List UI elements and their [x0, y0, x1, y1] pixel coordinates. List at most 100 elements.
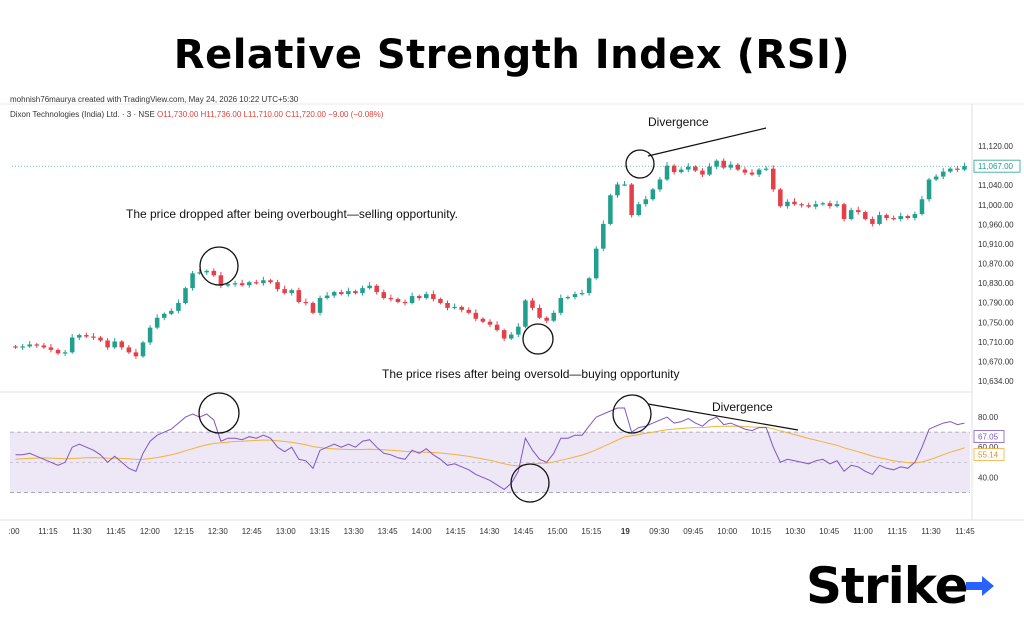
- time-axis-tick-label: 13:45: [378, 527, 399, 536]
- time-axis-tick-label: 11:45: [955, 527, 975, 536]
- time-axis-tick-label: 12:30: [208, 527, 229, 536]
- candle-body: [112, 341, 117, 348]
- candle-body: [41, 345, 47, 348]
- time-axis-tick-label: 11:15: [887, 527, 907, 536]
- ohlc-low: L11,710.00: [243, 110, 283, 119]
- last-price-label: 11,067.00: [978, 162, 1014, 171]
- candle-body: [154, 317, 160, 328]
- candle-body: [742, 169, 748, 173]
- rsi-ma-value-box: [973, 448, 1005, 461]
- candle-body: [622, 184, 627, 186]
- candle-body: [424, 294, 429, 299]
- rsi-divergence-annotation: Divergence: [712, 400, 773, 414]
- time-axis-tick-label: 12:45: [242, 527, 263, 536]
- candle-body: [98, 337, 103, 341]
- candle-body: [756, 169, 762, 175]
- time-axis-tick-label: 12:00: [140, 527, 161, 536]
- candle-body: [438, 299, 443, 303]
- candle-body: [551, 312, 556, 321]
- candle-body: [905, 216, 911, 219]
- candle-body: [884, 215, 889, 219]
- candle-body: [126, 347, 132, 353]
- candle-body: [693, 166, 698, 171]
- candle-body: [239, 283, 245, 286]
- candle-body: [877, 215, 882, 224]
- candle-body: [891, 218, 896, 220]
- candle-body: [282, 289, 287, 294]
- candle-body: [409, 296, 415, 303]
- candle-body: [169, 310, 174, 314]
- candle-body: [544, 317, 549, 321]
- candle-body: [62, 352, 68, 354]
- candle-body: [388, 298, 394, 300]
- candle-body: [48, 347, 54, 350]
- candle-body: [820, 203, 826, 205]
- candle-body: [728, 164, 734, 168]
- candle-body: [91, 336, 96, 338]
- rsi-axis-tick-label: 80.00: [978, 413, 999, 422]
- candle-body: [381, 292, 387, 299]
- time-axis-tick-label: 14:45: [513, 527, 534, 536]
- candle-body: [700, 170, 705, 175]
- price-axis-tick-label: 10,870.00: [978, 260, 1014, 269]
- price-axis-tick-label: 11,000.00: [978, 201, 1014, 210]
- candle-body: [863, 212, 868, 220]
- time-axis-tick-label: 10:30: [785, 527, 806, 536]
- strike-logo: Strike: [806, 561, 969, 611]
- candle-body: [452, 306, 457, 309]
- page-title: Relative Strength Index (RSI): [173, 32, 851, 78]
- candle-body: [962, 166, 967, 170]
- candle-body: [763, 168, 769, 170]
- candle-body: [813, 204, 819, 207]
- price-axis-tick-label: 10,750.00: [978, 318, 1014, 327]
- candle-body: [650, 189, 656, 200]
- ohlc-symbol: Dixon Technologies (India) Ltd. · 3 · NS…: [10, 110, 155, 119]
- candle-body: [593, 248, 599, 279]
- candle-body: [955, 168, 960, 170]
- candle-body: [204, 270, 210, 273]
- candle-body: [324, 295, 330, 299]
- candle-body: [806, 205, 811, 207]
- overbought-annotation: The price dropped after being overbought…: [126, 207, 458, 221]
- candle-body: [232, 283, 238, 285]
- time-axis-tick-label: 13:30: [344, 527, 365, 536]
- candle-body: [20, 346, 25, 348]
- overbought-price-circle: [199, 246, 239, 286]
- candle-body: [197, 272, 202, 274]
- time-axis-tick-label: 14:00: [412, 527, 433, 536]
- candle-body: [416, 296, 422, 299]
- candle-body: [69, 337, 75, 353]
- candle-body: [473, 312, 479, 319]
- candle-body: [303, 301, 309, 304]
- candle-body: [190, 273, 195, 289]
- price-divergence-line: [647, 127, 767, 157]
- time-axis-tick-label: 11:00: [853, 527, 873, 536]
- candle-body: [749, 172, 755, 175]
- candle-body: [799, 204, 804, 206]
- candle-body: [254, 282, 259, 284]
- price-axis-tick-label: 11,040.00: [978, 181, 1014, 190]
- candle-body: [615, 184, 620, 196]
- price-axis-tick-label: 10,830.00: [978, 279, 1014, 288]
- candle-body: [331, 292, 337, 296]
- candle-body: [402, 301, 408, 304]
- rsi-value-box: [973, 430, 1005, 443]
- price-axis-tick-label: 10,910.00: [978, 240, 1014, 249]
- candle-body: [367, 285, 372, 289]
- time-axis-tick-label: 13:00: [276, 527, 297, 536]
- candle-body: [827, 203, 833, 207]
- candle-body: [77, 335, 82, 338]
- candle-body: [926, 179, 932, 200]
- time-axis-tick-label: 11:30: [72, 527, 92, 536]
- candle-body: [537, 307, 542, 318]
- chart-meta-line: mohnish76maurya created with TradingView…: [10, 95, 299, 104]
- candle-body: [933, 176, 939, 180]
- logo-text: Strike: [806, 557, 969, 615]
- overbought-rsi-circle: [198, 392, 240, 434]
- ohlc-close: C11,720.00: [285, 110, 326, 119]
- time-axis-tick-label: 09:30: [649, 527, 670, 536]
- candle-body: [445, 302, 450, 308]
- candle-body: [707, 166, 712, 175]
- candle-body: [119, 341, 125, 348]
